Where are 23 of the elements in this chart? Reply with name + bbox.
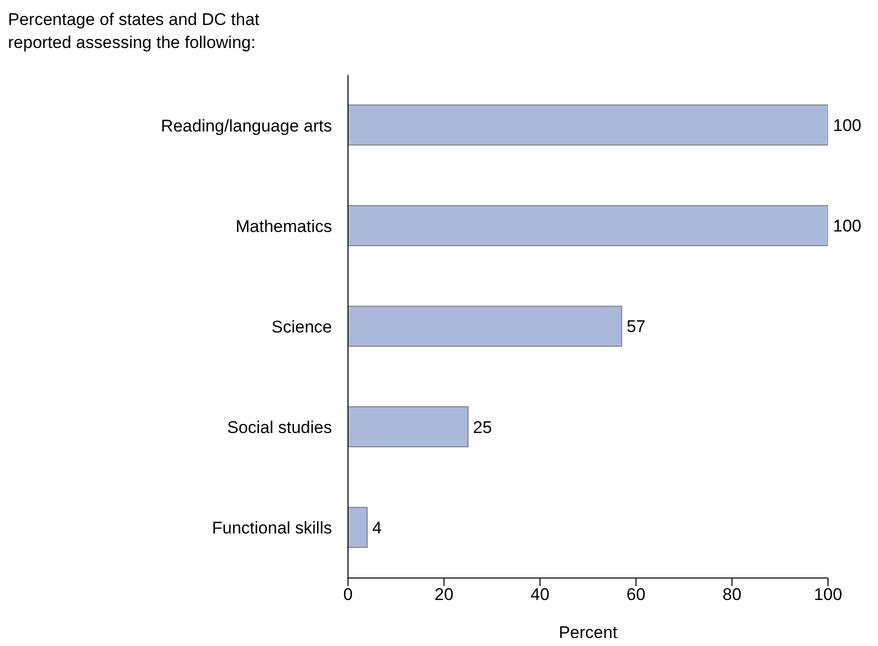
data-label: 25 — [473, 418, 492, 437]
data-label: 100 — [833, 116, 862, 136]
bar — [348, 406, 468, 448]
text: Percentage of states and DC that reported assessing the following: — [8, 9, 260, 54]
x-tick-label: 100 — [814, 585, 842, 604]
y-tick-label: Mathematics — [236, 216, 332, 236]
data-label: 100 — [833, 216, 862, 236]
data-label: 57 — [626, 317, 646, 336]
x-tick-label: 0 — [343, 585, 353, 604]
data-label: 4 — [372, 518, 382, 538]
x-tick-label: 60 — [626, 585, 646, 604]
x-tick-label: 20 — [434, 585, 454, 604]
bar — [348, 506, 368, 548]
y-tick-label: Science — [272, 318, 332, 337]
x-tick-label: 40 — [530, 585, 550, 604]
bar — [348, 104, 828, 146]
x-axis-title: Percent — [558, 623, 618, 642]
y-tick-label: Reading/language arts — [160, 116, 332, 136]
bar — [348, 205, 828, 246]
y-tick-label: Functional skills — [212, 518, 332, 538]
y-tick-label: Social studies — [227, 418, 332, 438]
x-tick-label: 80 — [722, 585, 742, 604]
bar — [348, 306, 622, 347]
